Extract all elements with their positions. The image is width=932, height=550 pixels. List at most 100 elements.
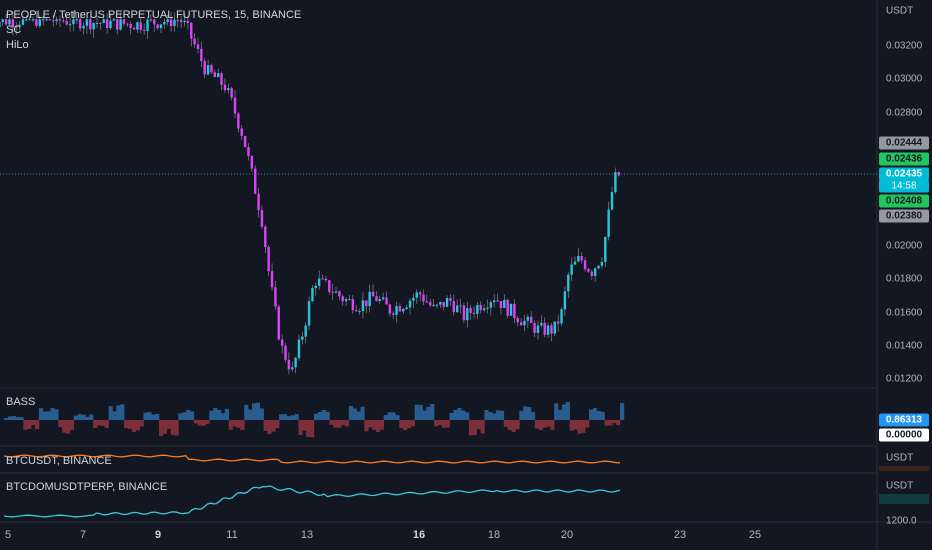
candle-body xyxy=(445,297,449,307)
indicator-sc[interactable]: SC xyxy=(6,24,22,36)
candle-body xyxy=(216,73,220,78)
candle-body xyxy=(196,44,200,49)
candle-body xyxy=(163,21,166,25)
x-tick: 16 xyxy=(412,529,426,541)
candle-body xyxy=(442,301,445,307)
candle-body xyxy=(429,302,432,306)
candle-body xyxy=(291,367,294,370)
candle-body xyxy=(590,271,594,276)
bass-bar xyxy=(259,408,264,420)
candle-body xyxy=(28,19,31,21)
bass-bar xyxy=(511,420,516,432)
candle-body xyxy=(550,325,553,334)
bass-bar xyxy=(395,415,400,420)
candle-body xyxy=(264,226,267,248)
candle-body xyxy=(254,168,257,194)
bass-bar xyxy=(418,404,423,420)
candle-body xyxy=(99,23,102,25)
candle-body xyxy=(159,24,163,29)
btc-line xyxy=(3,454,621,464)
bass-bar xyxy=(298,420,303,435)
bass-bar xyxy=(65,420,71,434)
bass-bar xyxy=(174,420,179,436)
bass-bar xyxy=(542,420,547,428)
bass-bar xyxy=(7,416,13,420)
candle-body xyxy=(156,24,159,29)
candle-body xyxy=(112,19,116,21)
y-tick: 0.03000 xyxy=(886,73,923,85)
bass-bar xyxy=(391,412,396,420)
bass-bar xyxy=(15,417,20,420)
bass-bar xyxy=(352,408,357,420)
bass-bar xyxy=(538,420,543,430)
candle-body xyxy=(183,20,186,23)
bass-bar xyxy=(124,420,129,429)
candle-body xyxy=(92,23,95,30)
x-tick: 5 xyxy=(4,529,12,541)
btc-panel-title[interactable]: BTCUSDT, BINANCE xyxy=(6,455,112,467)
candle-body xyxy=(227,88,230,91)
bass-bar xyxy=(186,410,191,420)
candle-body xyxy=(260,210,264,227)
candle-body xyxy=(4,19,8,25)
y-tick: 0.01800 xyxy=(886,273,923,285)
candle-body xyxy=(78,19,82,29)
candle-body xyxy=(499,301,503,309)
bass-bar xyxy=(515,420,520,430)
bass-bar xyxy=(11,416,16,420)
bass-title[interactable]: BASS xyxy=(6,396,36,408)
bass-bar xyxy=(73,415,78,420)
candle-body xyxy=(317,278,321,286)
bass-bar xyxy=(356,411,361,420)
candle-body xyxy=(536,325,540,333)
x-tick: 18 xyxy=(487,529,501,541)
bass-bar xyxy=(592,408,598,420)
bass-bar xyxy=(143,412,148,420)
bass-bar xyxy=(228,420,233,430)
candle-body xyxy=(203,61,206,75)
bass-bar xyxy=(139,420,144,427)
bass-bar xyxy=(484,410,489,420)
bass-bar xyxy=(527,407,532,420)
bass-bar xyxy=(306,420,311,437)
high-price-tag: 0.02444 xyxy=(879,136,929,150)
bass-bar xyxy=(449,412,454,420)
candle-body xyxy=(617,172,620,176)
candle-body xyxy=(381,297,385,300)
indicator-hilo[interactable]: HiLo xyxy=(6,39,29,51)
bass-bar xyxy=(248,409,253,420)
candle-body xyxy=(223,84,227,91)
bass-bar xyxy=(445,420,450,428)
bass-bar xyxy=(406,420,412,429)
bass-bar xyxy=(496,410,501,420)
bass-bar xyxy=(251,403,257,420)
bass-bar xyxy=(151,414,156,420)
bass-bar xyxy=(116,405,121,420)
bass-bar xyxy=(279,414,284,420)
bass-bar xyxy=(507,420,512,431)
y-tick: 0.01200 xyxy=(886,373,923,385)
candle-body xyxy=(577,255,580,262)
candle-body xyxy=(166,19,169,22)
bass-bar xyxy=(38,408,44,420)
bass-bar xyxy=(232,420,237,427)
btc-unit: USDT xyxy=(886,452,914,464)
candle-body xyxy=(509,303,513,316)
bass-bar xyxy=(437,420,443,426)
candle-body xyxy=(563,291,567,310)
bass-bar xyxy=(577,420,582,434)
candle-body xyxy=(395,306,398,315)
bass-bar xyxy=(600,411,605,420)
bass-bar xyxy=(530,412,536,420)
btcdom-panel-title[interactable]: BTCDOMUSDTPERP, BINANCE xyxy=(6,481,168,493)
candle-body xyxy=(526,316,530,321)
bass-bar xyxy=(77,414,82,420)
bass-bar xyxy=(503,420,508,427)
bass-bar xyxy=(422,410,427,420)
bass-bar xyxy=(550,420,555,430)
bass-bar xyxy=(523,406,528,420)
candle-body xyxy=(250,155,254,169)
candle-body xyxy=(321,278,324,280)
candle-body xyxy=(607,209,610,238)
